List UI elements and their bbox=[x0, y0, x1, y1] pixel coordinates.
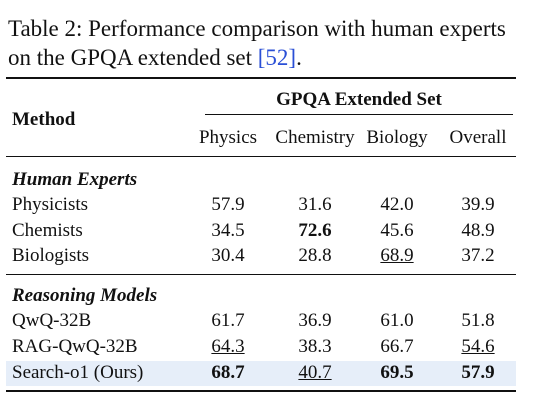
value-cell: 48.9 bbox=[461, 219, 495, 241]
value-cell: 42.0 bbox=[380, 194, 414, 215]
value-cell: 57.9 bbox=[211, 194, 245, 215]
method-cell: Search-o1 (Ours) bbox=[12, 361, 144, 383]
value-cell: 61.0 bbox=[380, 310, 414, 332]
column-header: Overall bbox=[449, 127, 507, 148]
value-cell: 34.5 bbox=[211, 219, 245, 241]
top-rule bbox=[6, 77, 516, 79]
value-cell: 57.9 bbox=[461, 361, 495, 383]
value-cell: 69.5 bbox=[380, 361, 414, 383]
column-header: Biology bbox=[366, 127, 428, 148]
value-cell: 38.3 bbox=[298, 335, 332, 357]
value-cell: 66.7 bbox=[380, 335, 414, 357]
caption: Table 2: Performance comparison with hum… bbox=[8, 14, 528, 72]
method-cell: QwQ-32B bbox=[12, 310, 92, 332]
method-cell: RAG-QwQ-32B bbox=[12, 335, 138, 357]
value-cell: 31.6 bbox=[298, 194, 332, 215]
column-header: Physics bbox=[198, 127, 258, 148]
section-rule bbox=[6, 274, 516, 275]
citation[interactable]: [52] bbox=[257, 45, 297, 70]
bottom-rule bbox=[6, 390, 516, 392]
value-cell: 54.6 bbox=[461, 335, 495, 357]
caption-text: Table 2: Performance comparison with hum… bbox=[8, 16, 506, 70]
value-cell: 68.7 bbox=[211, 361, 245, 383]
section-title: Reasoning Models bbox=[12, 285, 158, 307]
method-cell: Biologists bbox=[12, 245, 90, 267]
value-cell: 64.3 bbox=[211, 335, 245, 357]
column-header: Chemistry bbox=[275, 127, 355, 148]
caption-end: . bbox=[296, 45, 302, 70]
group-rule bbox=[205, 114, 513, 115]
value-cell: 68.9 bbox=[380, 245, 414, 267]
section-title: Human Experts bbox=[12, 169, 138, 190]
value-cell: 36.9 bbox=[298, 310, 332, 332]
value-cell: 40.7 bbox=[298, 361, 332, 383]
value-cell: 72.6 bbox=[298, 219, 332, 241]
method-cell: Physicists bbox=[12, 194, 89, 215]
method-header: Method bbox=[12, 109, 76, 130]
header-rule bbox=[6, 156, 516, 157]
value-cell: 30.4 bbox=[211, 245, 245, 267]
value-cell: 37.2 bbox=[461, 245, 495, 267]
group-header: GPQA Extended Set bbox=[276, 89, 442, 110]
value-cell: 51.8 bbox=[461, 310, 495, 332]
value-cell: 45.6 bbox=[380, 219, 414, 241]
row-highlight bbox=[6, 360, 516, 386]
value-cell: 28.8 bbox=[298, 245, 332, 267]
value-cell: 39.9 bbox=[461, 194, 495, 215]
value-cell: 61.7 bbox=[211, 310, 245, 332]
method-cell: Chemists bbox=[12, 219, 83, 241]
